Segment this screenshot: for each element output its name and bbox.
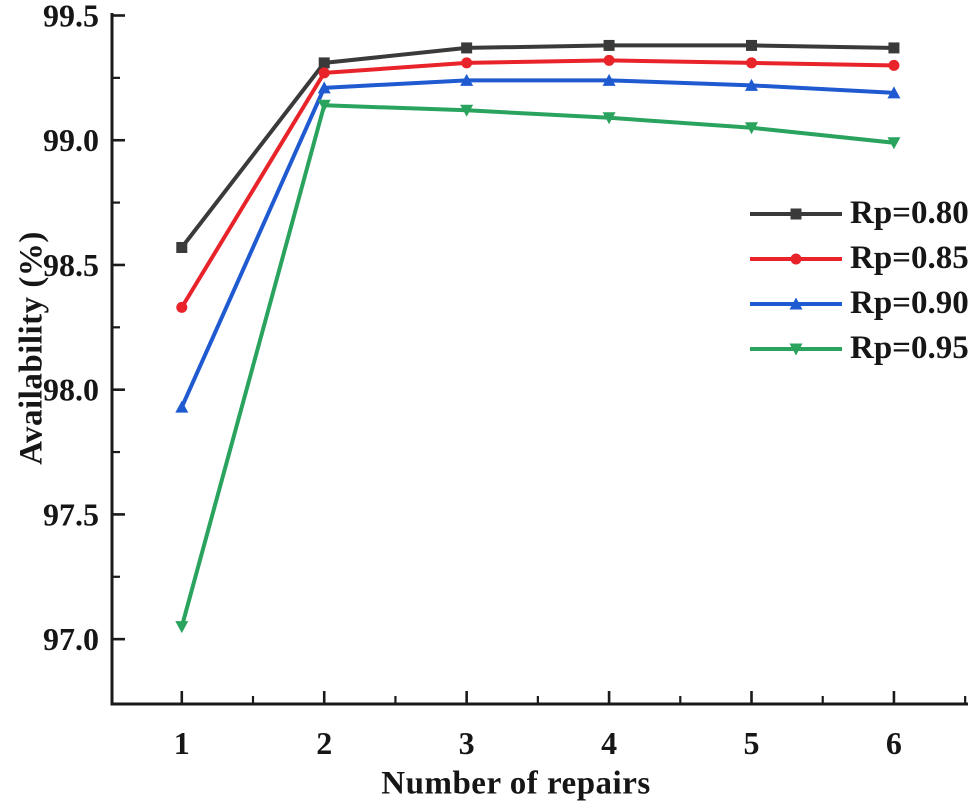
triangle-down-marker [789, 343, 803, 355]
legend-swatch-circle [750, 253, 842, 264]
square-marker [603, 39, 615, 51]
y-tick-label: 98.0 [43, 372, 99, 408]
square-marker [746, 39, 758, 51]
triangle-up-marker [789, 297, 803, 309]
legend-item-label: Rp=0.85 [850, 240, 969, 276]
legend-item-label: Rp=0.80 [850, 195, 969, 231]
x-tick-label: 4 [601, 725, 617, 761]
legend-item-label: Rp=0.90 [850, 285, 969, 321]
triangle-down-marker [887, 137, 901, 150]
y-tick-label: 97.5 [43, 496, 99, 532]
legend-swatch-triangle-down [750, 343, 842, 355]
y-tick-label: 97.0 [43, 621, 99, 657]
triangle-down-marker [602, 112, 616, 125]
legend-item: Rp=0.80 [748, 191, 969, 236]
x-tick-label: 2 [316, 725, 332, 761]
square-marker [790, 208, 802, 219]
triangle-up-marker [317, 81, 331, 94]
y-tick-label: 99.0 [43, 122, 99, 158]
x-tick-label: 1 [174, 725, 190, 761]
triangle-up-marker [602, 73, 616, 86]
square-marker [176, 241, 188, 253]
circle-marker [176, 301, 188, 313]
legend-swatch-triangle-up [750, 297, 842, 309]
legend-swatch-square [750, 208, 842, 219]
legend-item-label: Rp=0.95 [850, 330, 969, 366]
triangle-down-marker [745, 122, 759, 135]
triangle-up-marker [745, 78, 759, 91]
square-marker [888, 42, 900, 54]
y-tick-label: 98.5 [43, 247, 99, 283]
triangle-up-marker [460, 73, 474, 86]
series-line [179, 78, 896, 410]
circle-marker [790, 253, 802, 264]
x-tick-label: 3 [459, 725, 475, 761]
circle-marker [603, 54, 615, 66]
square-marker [318, 57, 330, 69]
circle-marker [746, 57, 758, 69]
series-line [179, 43, 896, 250]
triangle-down-marker [460, 104, 474, 117]
triangle-up-marker [887, 86, 901, 99]
triangle-down-marker [317, 99, 331, 112]
x-axis-title: Number of repairs [381, 765, 651, 802]
legend: Rp=0.80 Rp=0.85 Rp=0.90 Rp=0.95 [748, 191, 969, 371]
x-tick-label: 6 [886, 725, 902, 761]
y-tick-label: 99.5 [43, 0, 99, 33]
triangle-up-marker [175, 400, 189, 413]
circle-marker [888, 59, 900, 71]
circle-marker [461, 57, 473, 69]
circle-marker [318, 67, 330, 79]
legend-item: Rp=0.95 [748, 326, 969, 371]
square-marker [461, 42, 473, 54]
series-line [179, 103, 896, 629]
triangle-down-marker [175, 621, 189, 634]
legend-item: Rp=0.85 [748, 236, 969, 281]
series-line [179, 58, 896, 310]
legend-item: Rp=0.90 [748, 281, 969, 326]
x-tick-label: 5 [744, 725, 760, 761]
y-axis-title: Availability (%) [13, 231, 50, 465]
